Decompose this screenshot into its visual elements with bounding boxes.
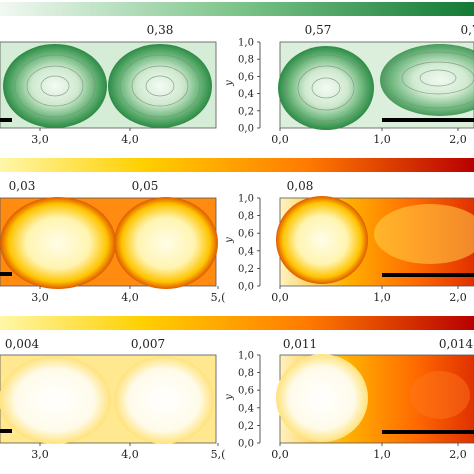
y-tick-label: 1,0 xyxy=(238,38,254,49)
x-tick-label: 5,( xyxy=(211,448,226,461)
hot-cell-1 xyxy=(0,356,111,444)
y-tick-label: 0,2 xyxy=(238,106,254,117)
y-tick-label: 0,6 xyxy=(238,386,254,397)
y-tick-label: 0,6 xyxy=(238,72,254,83)
colorbar-tick-label: 0,004 xyxy=(5,337,40,351)
colorbar-tick-label: 0,014 xyxy=(439,337,474,351)
x-tick-label: 4,0 xyxy=(121,133,139,146)
colorbar-2 xyxy=(0,158,474,172)
x-tick-label: 3,0 xyxy=(31,133,49,146)
x-tick-label: 5,( xyxy=(211,291,226,304)
x-tick-label: 2,0 xyxy=(449,448,467,461)
colorbar-tick-label: 0,57 xyxy=(305,23,332,37)
x-tick-label: 0,0 xyxy=(271,291,289,304)
panel-3-right-axis: 0,0 1,0 2,0 0,0 0,2 0,4 0,6 0,8 1,0 y xyxy=(224,351,467,462)
hot-cell-1 xyxy=(0,197,116,289)
vortex-cell-2 xyxy=(108,44,212,128)
panel-1-left-axis: 3,0 4,0 xyxy=(31,128,139,146)
vortex-cell-1 xyxy=(278,46,374,130)
y-tick-label: 0,6 xyxy=(238,229,254,240)
y-axis-label: y xyxy=(224,80,235,87)
step-wall xyxy=(382,118,474,122)
colorbar-3 xyxy=(0,316,474,330)
panel-2-left xyxy=(0,197,218,289)
hot-cell-2 xyxy=(114,356,214,444)
colorbar-tick-label: 0,38 xyxy=(147,23,174,37)
y-tick-label: 0,0 xyxy=(238,282,254,293)
x-tick-label: 3,0 xyxy=(31,448,49,461)
colorbar-tick-label: 0,08 xyxy=(287,179,314,193)
y-tick-label: 0,8 xyxy=(238,368,254,379)
panel-2-right-axis: 0,0 1,0 2,0 0,0 0,2 0,4 0,6 0,8 1,0 y xyxy=(224,194,467,305)
y-tick-label: 0,8 xyxy=(238,211,254,222)
y-tick-label: 0,0 xyxy=(238,124,254,135)
x-tick-label: 1,0 xyxy=(373,448,391,461)
panel-1-left xyxy=(0,41,217,129)
colorbar-2-ticks: 0,03 0,05 0,08 xyxy=(9,179,314,193)
colorbar-tick-label: 0,7 xyxy=(460,23,474,37)
y-tick-label: 0,4 xyxy=(238,403,254,414)
colorbar-tick-label: 0,03 xyxy=(9,179,36,193)
y-tick-label: 0,4 xyxy=(238,246,254,257)
x-tick-label: 4,0 xyxy=(121,448,139,461)
colorbar-tick-label: 0,007 xyxy=(131,337,165,351)
hot-cell-1 xyxy=(276,196,368,284)
vortex-cell-2 xyxy=(380,44,474,116)
y-tick-label: 1,0 xyxy=(238,351,254,362)
step-wall xyxy=(0,118,12,122)
y-tick-label: 0,4 xyxy=(238,89,254,100)
y-tick-label: 0,2 xyxy=(238,421,254,432)
x-tick-label: 2,0 xyxy=(449,291,467,304)
x-tick-label: 4,0 xyxy=(121,291,139,304)
panel-2-right xyxy=(276,196,474,287)
hot-cell-2 xyxy=(374,204,474,264)
step-wall xyxy=(382,273,474,277)
hot-cell-2 xyxy=(410,371,470,419)
y-axis-label: y xyxy=(224,394,235,401)
x-tick-label: 2,0 xyxy=(449,133,467,146)
y-tick-label: 0,8 xyxy=(238,55,254,66)
colorbar-1 xyxy=(0,2,474,16)
y-tick-label: 0,2 xyxy=(238,264,254,275)
x-tick-label: 1,0 xyxy=(373,291,391,304)
x-tick-label: 0,0 xyxy=(271,133,289,146)
panel-3-left-axis: 3,0 4,0 5,( xyxy=(31,443,225,461)
step-wall xyxy=(0,272,12,276)
panel-3-right xyxy=(276,354,474,444)
y-axis-label: y xyxy=(224,237,235,244)
panel-1-right xyxy=(278,41,474,130)
panel-1-right-axis: 0,0 1,0 2,0 0,0 0,2 0,4 0,6 0,8 1,0 y xyxy=(224,38,467,147)
vortex-cell-1 xyxy=(3,44,107,128)
streamlines xyxy=(14,54,201,118)
step-wall xyxy=(0,429,12,433)
y-tick-label: 0,0 xyxy=(238,439,254,450)
x-tick-label: 3,0 xyxy=(31,291,49,304)
panel-3-left xyxy=(0,354,217,444)
x-tick-label: 1,0 xyxy=(373,133,391,146)
streamlines xyxy=(285,51,474,122)
colorbar-tick-label: 0,011 xyxy=(283,337,317,351)
y-tick-label: 1,0 xyxy=(238,194,254,205)
hot-cell-1 xyxy=(276,354,368,442)
step-wall xyxy=(382,430,474,434)
panel-2-left-axis: 3,0 4,0 5,( xyxy=(31,286,225,304)
hot-cell-2 xyxy=(114,197,218,289)
colorbar-tick-label: 0,05 xyxy=(132,179,159,193)
x-tick-label: 0,0 xyxy=(271,448,289,461)
colorbar-1-ticks: 0,38 0,57 0,7 xyxy=(147,23,474,37)
colorbar-3-ticks: 0,004 0,007 0,011 0,014 xyxy=(5,337,474,351)
